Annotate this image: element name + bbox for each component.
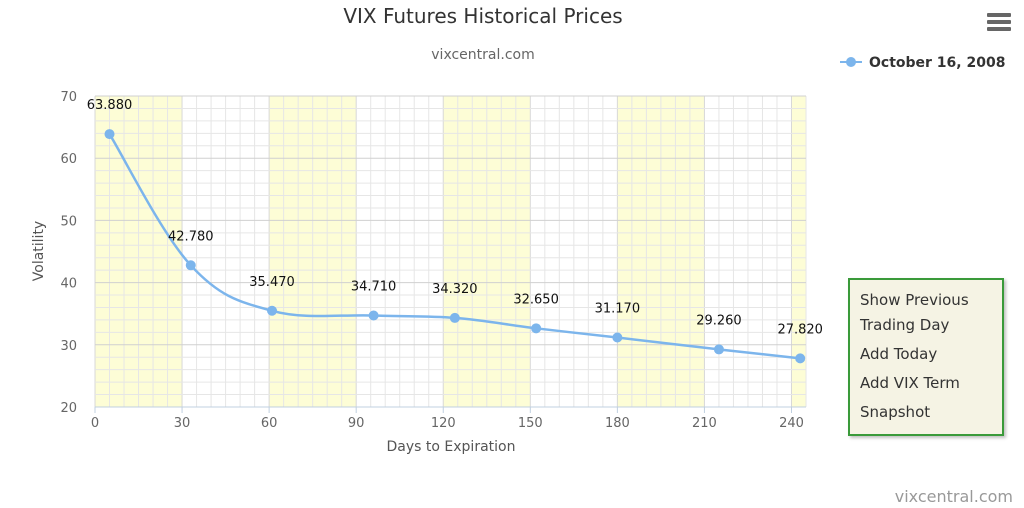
grid-lines	[94, 95, 807, 408]
data-label: 27.820	[777, 322, 823, 337]
x-tick-label: 90	[348, 416, 365, 431]
context-menu: Show Previous Trading Day Add Today Add …	[848, 278, 1004, 436]
legend[interactable]: October 16, 2008	[840, 55, 1005, 71]
data-point[interactable]	[267, 305, 278, 316]
data-label: 63.880	[87, 98, 133, 113]
x-tick-label: 120	[431, 416, 456, 431]
plot-bands	[95, 96, 806, 407]
data-point[interactable]	[531, 323, 542, 334]
data-label: 34.710	[351, 280, 397, 295]
menu-item-snapshot[interactable]: Snapshot	[860, 403, 931, 421]
data-point[interactable]	[104, 129, 115, 140]
chart-title: VIX Futures Historical Prices	[343, 4, 622, 28]
menu-item-add-today[interactable]: Add Today	[860, 345, 938, 363]
y-tick-label: 20	[60, 401, 77, 416]
y-axis-title: Volatility	[31, 221, 47, 281]
menu-item-show-previous-trading-day[interactable]: Show Previous Trading Day	[860, 291, 969, 334]
plot-band	[791, 96, 806, 407]
x-axis-title: Days to Expiration	[387, 439, 516, 455]
x-tick-label: 240	[779, 416, 804, 431]
data-label: 34.320	[432, 282, 478, 297]
legend-item-label[interactable]: October 16, 2008	[869, 55, 1005, 71]
y-tick-label: 40	[60, 277, 77, 292]
menu-item-add-vix-term[interactable]: Add VIX Term	[860, 374, 960, 392]
data-point[interactable]	[713, 344, 724, 355]
y-tick-label: 60	[60, 152, 77, 167]
x-tick-label: 210	[692, 416, 717, 431]
x-tick-label: 30	[174, 416, 191, 431]
data-point[interactable]	[795, 353, 806, 364]
menu-bar	[987, 20, 1011, 24]
data-label: 35.470	[249, 275, 295, 290]
credit-link[interactable]: vixcentral.com	[895, 487, 1013, 506]
y-tick-label: 70	[60, 90, 77, 105]
x-tick-label: 180	[605, 416, 630, 431]
data-label: 31.170	[595, 302, 641, 317]
x-tick-label: 0	[91, 416, 99, 431]
data-point[interactable]	[612, 332, 623, 343]
data-label: 32.650	[513, 292, 559, 307]
series-group: 63.880 42.780 35.470 34.710 34.320 32.650 31.1…	[87, 98, 823, 364]
legend-marker	[846, 57, 856, 67]
chart-subtitle: vixcentral.com	[431, 47, 534, 63]
data-point[interactable]	[185, 260, 196, 271]
y-tick-label: 50	[60, 214, 77, 229]
data-label: 42.780	[168, 229, 214, 244]
x-tick-label: 60	[261, 416, 278, 431]
x-tick-label: 150	[518, 416, 543, 431]
hamburger-menu-icon[interactable]	[985, 10, 1013, 34]
data-point[interactable]	[449, 312, 460, 323]
axes	[94, 406, 806, 413]
tick-labels: 0 30 60 90 120 150 180 210 240 20 30 40 50 60 70	[60, 90, 803, 431]
y-tick-label: 30	[60, 339, 77, 354]
menu-bar	[987, 27, 1011, 31]
data-label: 29.260	[696, 313, 742, 328]
menu-bar	[987, 13, 1011, 17]
data-point[interactable]	[368, 310, 379, 321]
